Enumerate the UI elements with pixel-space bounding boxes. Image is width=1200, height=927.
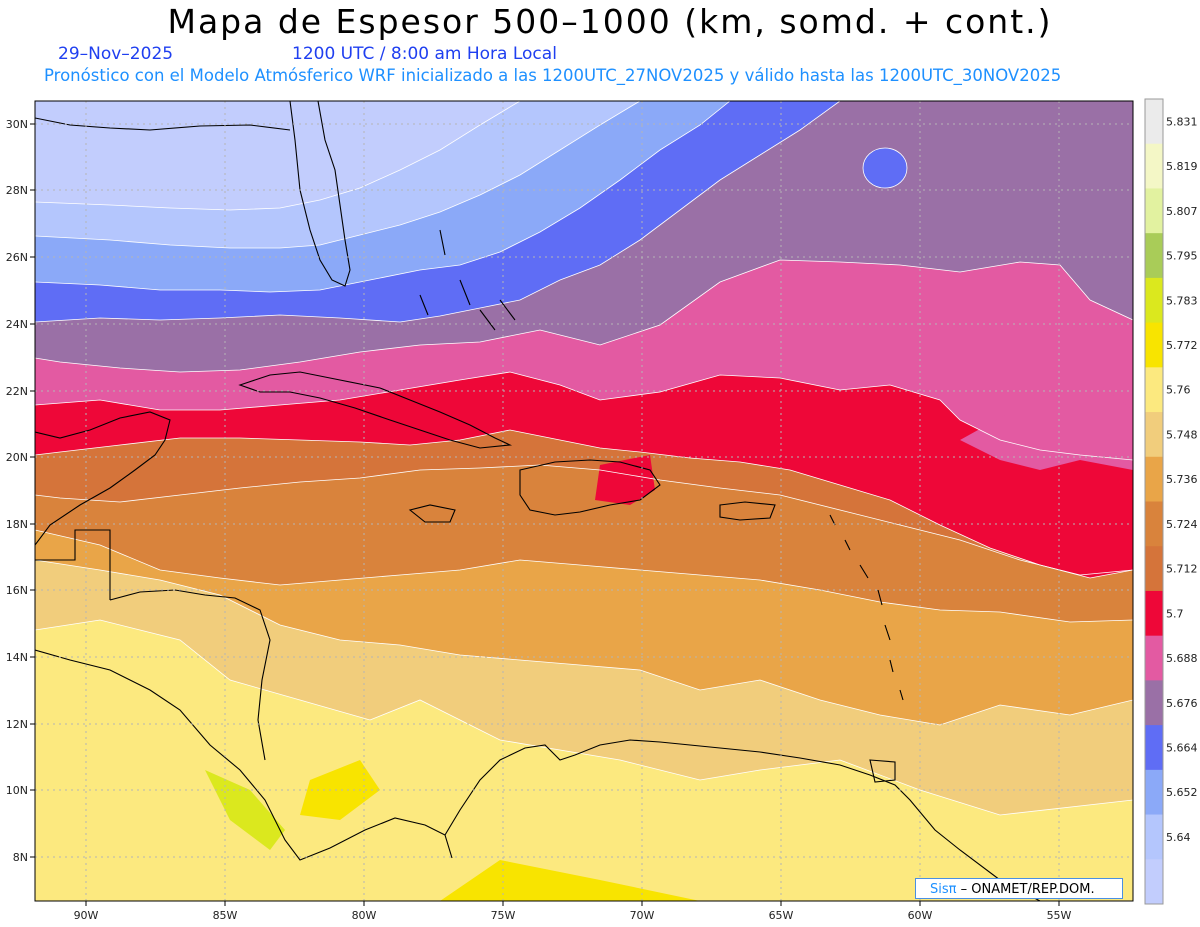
colorbar-swatch: [1145, 590, 1163, 637]
lat-tick-label: 22N: [6, 385, 28, 398]
colorbar-swatch: [1145, 635, 1163, 681]
mexico-border: [35, 529, 111, 600]
lon-tick-label: 70W: [630, 909, 655, 922]
colorbar-swatch: [1145, 367, 1163, 413]
colorbar-level-label: 5.736: [1166, 473, 1198, 486]
colorbar-swatch: [1145, 233, 1163, 279]
colorbar-level-label: 5.664: [1166, 741, 1198, 754]
graticule: [35, 101, 1133, 901]
honduras-caribbean-coast: [109, 589, 271, 761]
gulf-coast: [35, 117, 291, 131]
lon-axis: 90W 85W 80W 75W 70W 65W 60W 55W: [74, 901, 1072, 922]
band-5640: [35, 101, 520, 210]
lon-tick-label: 55W: [1047, 909, 1072, 922]
bahamas-islands: [419, 229, 516, 331]
lat-tick-label: 8N: [13, 851, 28, 864]
lon-tick-label: 60W: [908, 909, 933, 922]
lat-axis: 30N 28N 26N 24N 22N 20N 18N 16N 14N 12N …: [6, 118, 35, 864]
colorbar-level-label: 5.64: [1166, 831, 1191, 844]
hispaniola: [519, 459, 661, 516]
lon-tick-label: 90W: [74, 909, 99, 922]
colorbar-level-label: 5.831: [1166, 115, 1198, 128]
yucatan-mexico-coast: [35, 411, 171, 546]
colorbar-level-label: 5.676: [1166, 697, 1198, 710]
coastlines: [35, 101, 1041, 901]
colorbar-level-label: 5.724: [1166, 518, 1198, 531]
colorbar-level-label: 5.772: [1166, 339, 1198, 352]
colorbar: 5.831 5.819 5.807 5.795 5.783 5.772 5.76 5.748 5…: [1144, 98, 1198, 905]
colorbar-swatch: [1145, 277, 1163, 324]
jamaica: [408, 504, 456, 523]
lat-tick-label: 12N: [6, 718, 28, 731]
lat-tick-label: 30N: [6, 118, 28, 131]
lat-tick-label: 16N: [6, 584, 28, 597]
colorbar-level-label: 5.807: [1166, 205, 1198, 218]
lat-tick-label: 14N: [6, 651, 28, 664]
sispi-logo: Sisπ: [930, 882, 957, 897]
plot-frame: [34, 100, 1134, 902]
colorbar-swatch: [1145, 99, 1163, 145]
map-title: Mapa de Espesor 500–1000 (km, somd. + co…: [167, 2, 1053, 41]
colorbar-level-label: 5.76: [1166, 384, 1191, 397]
trinidad-tobago: [869, 759, 896, 783]
forecast-time: 1200 UTC / 8:00 am Hora Local: [292, 44, 557, 64]
colorbar-swatch: [1145, 412, 1163, 458]
colorbar-level-label: 5.652: [1166, 786, 1198, 799]
puerto-rico: [719, 501, 776, 521]
colorbar-level-label: 5.795: [1166, 250, 1198, 263]
shaded-thickness-bands: [35, 101, 1133, 901]
colorbar-swatch: [1145, 143, 1163, 189]
colorbar-level-label: 5.712: [1166, 563, 1198, 576]
model-info: Pronóstico con el Modelo Atmósferico WRF…: [44, 66, 1062, 85]
central-america-coast: [35, 649, 453, 861]
colorbar-swatch: [1145, 680, 1163, 726]
colorbar-frame: [1144, 98, 1164, 905]
credit-text: – ONAMET/REP.DOM.: [960, 882, 1095, 897]
colorbar-level-label: 5.819: [1166, 160, 1198, 173]
colorbar-level-label: 5.688: [1166, 652, 1198, 665]
colorbar-level-label: 5.7: [1166, 607, 1184, 620]
lat-tick-label: 24N: [6, 318, 28, 331]
lat-tick-label: 28N: [6, 184, 28, 197]
lat-tick-label: 10N: [6, 784, 28, 797]
lat-tick-label: 26N: [6, 251, 28, 264]
colorbar-level-label: 5.748: [1166, 428, 1198, 441]
colorbar-swatch: [1145, 725, 1163, 771]
lon-tick-label: 65W: [769, 909, 794, 922]
low-center-blob: [862, 147, 908, 189]
colorbar-swatch: [1145, 546, 1163, 592]
lat-tick-label: 20N: [6, 451, 28, 464]
colorbar-swatch: [1145, 322, 1163, 368]
colorbar-swatch: [1145, 456, 1163, 502]
pink-tongue: [960, 385, 1133, 470]
colorbar-swatch: [1145, 769, 1163, 816]
central-america-high: [205, 770, 285, 850]
lon-tick-label: 80W: [352, 909, 377, 922]
colorbar-level-label: 5.783: [1166, 294, 1198, 307]
forecast-date: 29–Nov–2025: [58, 44, 174, 64]
colorbar-swatch: [1145, 188, 1163, 234]
credit-badge: Sisπ – ONAMET/REP.DOM.: [915, 878, 1123, 899]
south-america-coast: [444, 739, 1041, 901]
cuba: [238, 371, 513, 449]
lon-tick-label: 75W: [491, 909, 516, 922]
colorbar-swatch: [1145, 859, 1163, 905]
colorbar-swatch: [1145, 814, 1163, 860]
panama-high: [300, 760, 380, 820]
lat-tick-label: 18N: [6, 518, 28, 531]
lon-tick-label: 85W: [213, 909, 238, 922]
contour-lines: [35, 101, 1133, 816]
lesser-antilles: [829, 514, 904, 701]
colorbar-swatch: [1145, 501, 1163, 547]
